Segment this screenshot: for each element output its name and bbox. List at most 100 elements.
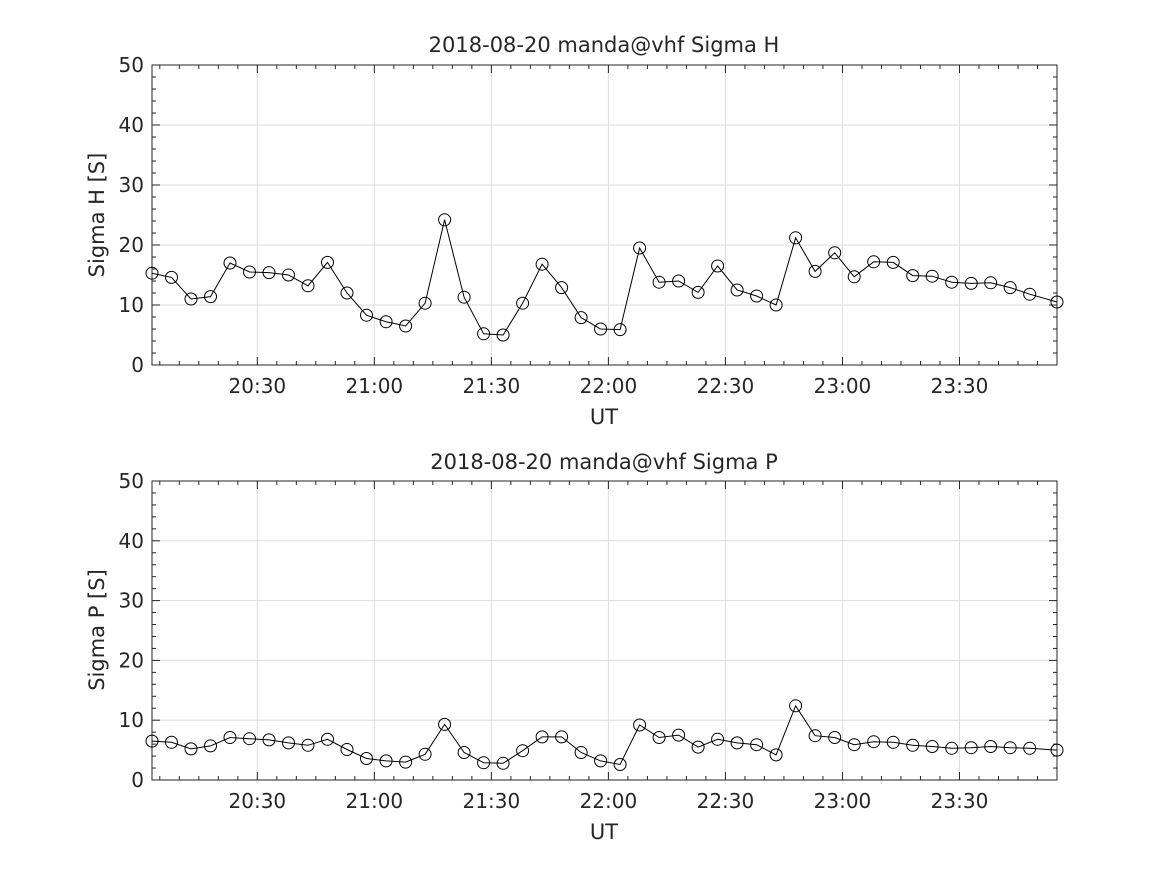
grid — [152, 481, 1057, 780]
data-point — [379, 754, 393, 768]
y-tick-label: 0 — [131, 353, 144, 377]
y-tick-label: 40 — [119, 113, 144, 137]
data-point — [223, 256, 237, 270]
data-point — [867, 735, 881, 749]
x-tick-label: 23:30 — [931, 374, 989, 398]
data-point — [594, 754, 608, 768]
data-point — [243, 265, 256, 279]
data-point — [1050, 295, 1064, 309]
chart-title: 2018-08-20 manda@vhf Sigma H — [429, 33, 780, 57]
data-point — [516, 296, 530, 310]
data-point — [750, 738, 764, 752]
y-tick-labels: 0 10 20 30 40 50 — [119, 469, 144, 792]
data-point — [516, 744, 530, 758]
plot-frame — [151, 64, 1058, 366]
data-point — [633, 241, 647, 255]
data-point — [418, 296, 432, 310]
x-tick-label: 22:00 — [580, 374, 638, 398]
data-point — [399, 755, 413, 769]
sigma-p-panel: 20:30 21:00 21:30 22:00 22:30 23:00 23:30 0 10 2… — [85, 450, 1064, 844]
data-point — [438, 717, 452, 731]
data-point — [535, 730, 549, 744]
data-point — [789, 231, 803, 245]
data-point — [574, 311, 588, 325]
data-point — [828, 731, 842, 744]
data-point — [145, 734, 159, 748]
data-point — [555, 730, 569, 744]
data-point — [1003, 741, 1017, 755]
data-point — [847, 270, 861, 284]
data-point — [808, 729, 822, 743]
x-tick-label: 20:30 — [229, 374, 287, 398]
y-tick-labels: 0 10 20 30 40 50 — [119, 53, 144, 377]
x-tick-label: 20:30 — [229, 789, 287, 813]
data-point — [672, 274, 686, 288]
data-point — [282, 268, 295, 282]
data-point — [301, 279, 315, 293]
x-tick-label: 23:00 — [814, 789, 872, 813]
x-axis-label: UT — [590, 820, 618, 844]
data-point — [984, 276, 998, 290]
data-point — [360, 752, 373, 765]
data-point — [1023, 741, 1037, 755]
y-tick-label: 10 — [119, 708, 144, 732]
series-line — [151, 219, 1058, 336]
data-point — [984, 740, 998, 753]
y-tick-label: 50 — [119, 53, 144, 77]
data-point — [613, 758, 627, 771]
data-point — [750, 289, 764, 303]
data-point — [262, 266, 276, 280]
data-point — [457, 290, 471, 304]
data-point — [477, 756, 491, 770]
data-point — [262, 733, 276, 747]
data-point — [1003, 281, 1017, 295]
data-point — [438, 213, 452, 227]
data-point — [964, 276, 978, 290]
data-point — [457, 746, 471, 759]
data-point — [808, 264, 822, 278]
y-axis-label: Sigma H [S] — [85, 153, 109, 278]
x-tick-label: 21:00 — [346, 374, 404, 398]
data-point — [652, 275, 666, 289]
data-point — [730, 283, 744, 297]
chart-title: 2018-08-20 manda@vhf Sigma P — [430, 450, 778, 474]
data-point — [418, 747, 432, 761]
data-point — [886, 255, 900, 269]
data-point — [574, 746, 588, 759]
data-point — [691, 285, 705, 299]
data-point — [769, 748, 783, 762]
data-point — [789, 699, 803, 713]
data-point — [769, 298, 783, 312]
y-tick-label: 30 — [119, 589, 144, 613]
data-point — [477, 327, 491, 341]
data-point — [184, 292, 198, 306]
data-point — [321, 732, 334, 746]
data-point — [1023, 287, 1037, 301]
data-point — [360, 308, 373, 322]
x-tick-label: 21:30 — [463, 374, 521, 398]
data-point — [691, 740, 705, 754]
data-point — [301, 738, 315, 752]
x-tick-label: 22:00 — [580, 789, 638, 813]
x-tick-label: 23:00 — [814, 374, 872, 398]
series-line — [151, 704, 1058, 766]
data-point — [672, 728, 686, 742]
data-point — [340, 743, 354, 756]
series — [145, 213, 1064, 342]
data-point — [1050, 743, 1064, 757]
plot-area — [152, 65, 1057, 365]
data-point — [945, 741, 959, 755]
data-point — [711, 259, 725, 273]
x-tick-label: 21:30 — [463, 789, 521, 813]
data-point — [886, 735, 900, 749]
minor-ticks — [152, 481, 1058, 780]
data-point — [223, 731, 237, 744]
data-point — [184, 742, 198, 756]
data-point — [594, 322, 608, 336]
data-point — [652, 731, 666, 744]
data-point — [828, 246, 842, 260]
y-tick-label: 20 — [119, 648, 144, 672]
data-point — [906, 738, 920, 752]
data-point — [925, 269, 939, 283]
